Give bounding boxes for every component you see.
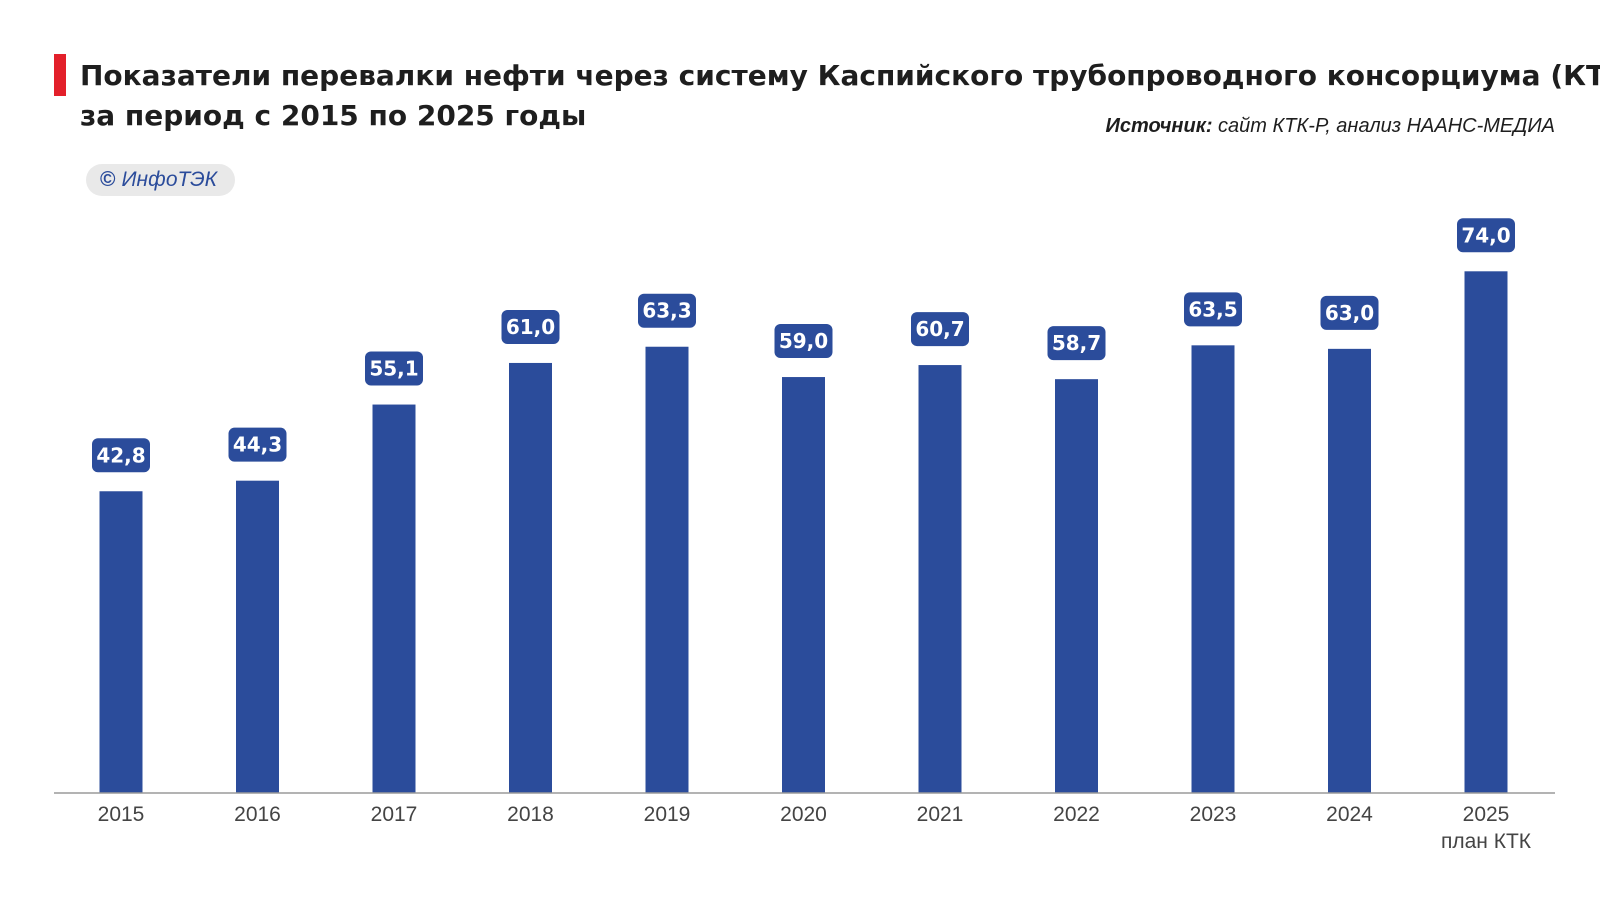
x-tick-label-2022: 2022	[1053, 803, 1100, 826]
data-label-box-2023	[1184, 292, 1242, 327]
chart-title: Показатели перевалки нефти через систему…	[80, 56, 1600, 136]
x-tick-label-2018: 2018	[507, 803, 554, 826]
bar-2025	[1464, 271, 1508, 793]
data-label-box-2022	[1047, 326, 1106, 361]
x-tick-label-2020: 2020	[780, 803, 827, 826]
data-label-2022: 58,7	[1052, 331, 1101, 355]
data-label-2020: 59,0	[779, 329, 828, 353]
x-tick-label-2015: 2015	[98, 803, 145, 826]
watermark-text: ИнфоТЭК	[121, 168, 218, 191]
x-tick-label-2017: 2017	[371, 803, 418, 826]
data-label-2016: 44,3	[233, 433, 282, 457]
data-label-box-2025	[1457, 218, 1515, 253]
watermark-badge: © ИнфоТЭК	[86, 164, 236, 196]
data-label-box-2015	[92, 438, 150, 473]
source-label: Источник:	[1105, 115, 1213, 137]
data-label-box-2018	[501, 309, 560, 344]
x-tick-label-2019: 2019	[644, 803, 691, 826]
x-tick-label-2025: 2025	[1463, 803, 1510, 826]
chart-title-line-1: Показатели перевалки нефти через систему…	[80, 59, 1600, 92]
data-label-box-2024	[1320, 295, 1379, 330]
copyright-icon: ©	[100, 168, 116, 191]
x-tick-sublabel-2025: план КТК	[1441, 830, 1532, 853]
data-label-2018: 61,0	[506, 315, 555, 339]
x-tick-label-2024: 2024	[1326, 803, 1373, 826]
x-tick-label-2016: 2016	[234, 803, 281, 826]
bar-2020	[782, 377, 825, 793]
x-tick-label-2021: 2021	[917, 803, 964, 826]
bar-2022	[1055, 379, 1098, 793]
source-note: Источник: сайт КТК-Р, анализ НААНС-МЕДИА	[1105, 115, 1555, 138]
chart-title-line-2: за период с 2015 по 2025 годы	[80, 99, 587, 132]
source-text: сайт КТК-Р, анализ НААНС-МЕДИА	[1212, 115, 1555, 137]
data-label-2023: 63,5	[1188, 297, 1237, 321]
data-label-2015: 42,8	[96, 443, 145, 467]
data-label-box-2020	[774, 324, 833, 359]
data-label-box-2019	[638, 293, 696, 328]
data-label-2019: 63,3	[642, 299, 691, 323]
bar-2024	[1328, 348, 1371, 793]
data-label-2017: 55,1	[369, 357, 418, 381]
bar-2019	[645, 346, 689, 793]
data-label-2024: 63,0	[1325, 301, 1374, 325]
bar-2018	[509, 362, 552, 793]
bar-2017	[372, 404, 416, 793]
bar-2023	[1191, 345, 1235, 793]
data-label-2021: 60,7	[915, 317, 964, 341]
data-label-box-2017	[365, 351, 423, 386]
data-label-box-2021	[911, 312, 969, 347]
title-accent-bar	[54, 54, 66, 96]
data-label-box-2016	[228, 427, 287, 462]
bar-2021	[918, 365, 962, 793]
bar-2015	[99, 491, 143, 793]
x-tick-label-2023: 2023	[1190, 803, 1237, 826]
bar-2016	[236, 480, 279, 793]
data-label-2025: 74,0	[1461, 223, 1510, 247]
